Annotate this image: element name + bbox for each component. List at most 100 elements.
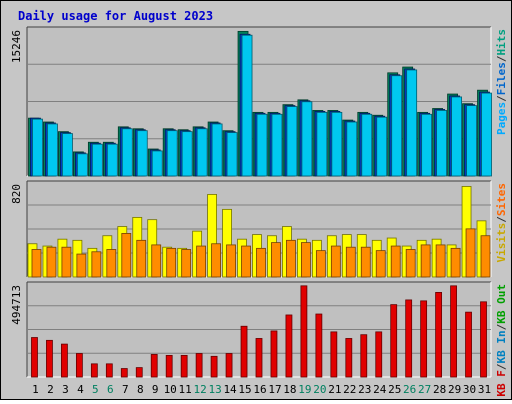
legend-entry: /: [495, 95, 508, 102]
x-tick-label-day-12: 12: [194, 383, 207, 396]
bar-kb-day-12: [195, 353, 203, 378]
legend-entry: /: [495, 363, 508, 370]
legend-entry: /: [495, 323, 508, 330]
x-tick-label-day-1: 1: [32, 383, 39, 396]
bar-sites-day-11: [181, 249, 192, 278]
bar-kb-day-26: [405, 299, 413, 378]
bar-pages-day-20: [316, 111, 328, 177]
x-tick-label-day-29: 29: [448, 383, 461, 396]
bar-kb-day-23: [360, 334, 368, 378]
bar-sites-day-5: [91, 251, 102, 278]
bar-sites-day-9: [151, 244, 162, 278]
bar-kb-day-19: [300, 285, 308, 378]
bar-kb-day-31: [480, 301, 487, 378]
bar-kb-day-1: [31, 337, 38, 378]
x-tick-label-day-2: 2: [47, 383, 54, 396]
x-tick-label-day-18: 18: [283, 383, 296, 396]
x-tick-label-day-15: 15: [238, 383, 251, 396]
x-tick-label-day-20: 20: [313, 383, 326, 396]
bar-sites-day-27: [420, 244, 431, 278]
legend-entry: Visits: [495, 223, 508, 263]
panel-2-legend: Visits/Sites: [495, 183, 508, 263]
bar-pages-day-27: [421, 113, 433, 177]
bar-kb-day-17: [270, 330, 278, 378]
bar-kb-day-9: [150, 354, 158, 378]
bar-sites-day-26: [405, 249, 416, 278]
bar-sites-day-6: [106, 249, 117, 278]
x-tick-label-day-13: 13: [208, 383, 221, 396]
bar-pages-day-2: [47, 123, 58, 177]
bar-pages-day-21: [331, 111, 343, 177]
bar-sites-day-1: [31, 249, 42, 278]
x-tick-label-day-8: 8: [137, 383, 144, 396]
bar-pages-day-3: [62, 133, 73, 177]
bar-kb-day-24: [375, 331, 383, 378]
bar-kb-day-18: [285, 314, 293, 378]
x-tick-label-day-10: 10: [164, 383, 177, 396]
bar-pages-day-29: [451, 96, 462, 177]
x-tick-label-day-22: 22: [343, 383, 356, 396]
x-tick-label-day-19: 19: [298, 383, 311, 396]
bar-pages-day-5: [91, 143, 103, 177]
bar-sites-day-17: [271, 242, 281, 278]
bar-pages-day-23: [361, 113, 373, 177]
bar-pages-day-25: [391, 75, 403, 177]
bar-sites-day-2: [46, 246, 57, 278]
panel-2-max-label: 820: [10, 184, 23, 204]
x-tick-label-day-9: 9: [152, 383, 159, 396]
bar-sites-day-31: [480, 235, 491, 278]
x-tick-label-day-30: 30: [463, 383, 476, 396]
bar-sites-day-28: [435, 244, 446, 278]
bar-sites-day-7: [121, 233, 132, 278]
bar-pages-day-16: [256, 113, 268, 177]
bar-pages-day-13: [211, 123, 223, 177]
legend-entry: Files: [495, 62, 508, 95]
bar-pages-day-19: [301, 101, 313, 177]
bar-sites-day-14: [226, 244, 236, 278]
x-tick-label-day-24: 24: [373, 383, 387, 396]
bar-kb-day-6: [105, 363, 113, 378]
bar-pages-day-12: [196, 128, 208, 177]
bar-kb-day-20: [315, 313, 323, 378]
bar-kb-day-13: [210, 355, 218, 378]
bar-pages-day-6: [106, 143, 118, 177]
bar-pages-day-26: [406, 69, 418, 177]
bar-kb-day-5: [90, 363, 98, 378]
x-tick-label-day-28: 28: [433, 383, 446, 396]
bar-sites-day-22: [345, 246, 356, 278]
bar-pages-day-28: [436, 110, 448, 177]
bar-pages-day-31: [481, 92, 492, 177]
bar-sites-day-21: [330, 245, 341, 278]
x-tick-label-day-16: 16: [253, 383, 266, 396]
x-tick-label-day-5: 5: [92, 383, 99, 396]
x-tick-label-day-31: 31: [478, 383, 491, 396]
bar-pages-day-17: [271, 113, 283, 177]
bar-sites-day-12: [196, 245, 207, 278]
panel-3-max-label: 494713: [10, 285, 23, 325]
bar-kb-day-22: [345, 338, 353, 378]
x-tick-label-day-7: 7: [122, 383, 129, 396]
x-tick-label-day-26: 26: [403, 383, 416, 396]
legend-entry: /: [495, 216, 508, 223]
bar-kb-day-11: [180, 354, 188, 378]
bar-kb-day-25: [390, 304, 398, 378]
x-tick-label-day-4: 4: [77, 383, 84, 396]
x-tick-label-day-14: 14: [223, 383, 237, 396]
x-tick-label-day-17: 17: [268, 383, 281, 396]
panel-1-max-label: 15246: [10, 30, 23, 63]
bar-sites-day-29: [450, 247, 461, 278]
x-tick-label-day-23: 23: [358, 383, 371, 396]
bar-pages-day-1: [32, 118, 43, 177]
bar-sites-day-23: [360, 246, 371, 278]
bar-kb-day-28: [435, 292, 443, 378]
bar-sites-day-4: [76, 253, 87, 278]
x-tick-label-day-3: 3: [62, 383, 69, 396]
bar-sites-day-16: [256, 247, 266, 278]
bar-pages-day-11: [181, 131, 193, 177]
legend-entry: KB Out: [495, 284, 508, 324]
bar-kb-day-29: [450, 285, 457, 378]
bar-sites-day-15: [241, 245, 251, 278]
bar-sites-day-19: [301, 242, 311, 278]
